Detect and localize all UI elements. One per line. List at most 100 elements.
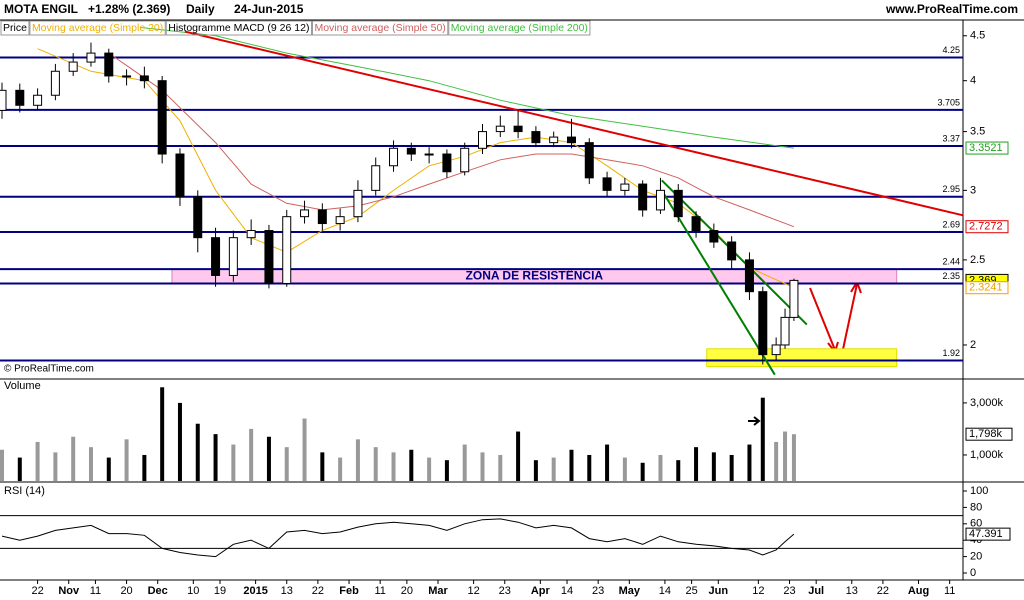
candle-body: [478, 131, 487, 149]
x-tick-label: 19: [214, 585, 226, 597]
value-box: [965, 281, 1009, 295]
x-tick-label: 20: [120, 585, 132, 597]
candle-body: [789, 279, 799, 318]
value-label: 47.391: [969, 528, 1003, 540]
x-tick-label: 14: [659, 585, 671, 597]
volume-bar: [498, 454, 503, 481]
volume-bar: [569, 449, 574, 481]
volume-bar: [783, 431, 788, 481]
candle-body: [68, 61, 78, 72]
legend-box: [0, 20, 30, 36]
candle-body: [549, 136, 559, 144]
legend-box: [311, 20, 449, 36]
level-label: 1.92: [942, 348, 960, 358]
candle-body: [758, 291, 768, 356]
volume-bar: [320, 452, 325, 481]
candle-body: [442, 153, 452, 173]
change: +1.28% (2.369): [88, 2, 170, 16]
value-box: [965, 427, 1013, 441]
candle-body: [727, 241, 737, 261]
candle-body: [495, 125, 505, 133]
y-tick-label: 3.5: [970, 125, 985, 137]
x-tick-label: Jul: [808, 585, 824, 597]
candle-body: [175, 153, 185, 198]
y-tick-label: 1,000k: [970, 449, 1004, 461]
copyright: © ProRealTime.com: [4, 364, 94, 375]
legend-box: [29, 20, 166, 36]
candle-body: [246, 230, 256, 239]
x-tick-label: Apr: [531, 585, 551, 597]
x-tick-label: Mar: [428, 585, 448, 597]
candle-body: [780, 316, 790, 346]
x-tick-label: 22: [312, 585, 324, 597]
volume-bar: [694, 447, 699, 481]
date: 24-Jun-2015: [234, 2, 304, 16]
candle-body: [513, 125, 523, 133]
volume-bar: [480, 452, 485, 481]
volume-bar: [791, 434, 796, 481]
candle-body: [371, 165, 381, 191]
x-tick-label: 22: [31, 585, 43, 597]
volume-bar: [516, 431, 521, 481]
candle-body: [300, 209, 310, 218]
x-tick-label: 13: [846, 585, 858, 597]
volume-bar: [195, 423, 200, 481]
x-tick-label: 22: [877, 585, 889, 597]
value-label: 1,798k: [969, 428, 1003, 440]
volume-bar: [551, 457, 556, 481]
candle-body: [673, 189, 683, 218]
x-tick-label: 25: [685, 585, 697, 597]
value-label: 2.3241: [969, 282, 1003, 294]
site: www.ProRealTime.com: [885, 2, 1018, 16]
legend-entry: Moving average (Simple 20): [32, 22, 163, 34]
x-tick-label: Jun: [709, 585, 729, 597]
volume-bar: [338, 457, 343, 481]
frame: [0, 19, 1024, 581]
volume-bar: [676, 460, 681, 481]
legend-entry: Histogramme MACD (9 26 12): [168, 22, 309, 34]
trendline: [660, 189, 776, 376]
volume-bar: [444, 460, 449, 481]
candle-body: [33, 94, 43, 106]
candle-body: [228, 237, 238, 276]
volume-bar: [729, 454, 734, 481]
candle-body: [15, 89, 25, 106]
volume-bar: [747, 444, 752, 481]
volume-bar: [462, 444, 467, 481]
x-tick-label: 14: [561, 585, 573, 597]
value-label: 3.3521: [969, 142, 1003, 154]
candle-body: [460, 147, 470, 173]
level-label: 2.69: [942, 219, 960, 229]
candle-body: [744, 259, 754, 293]
volume-bar: [373, 447, 378, 481]
volume-bar: [605, 444, 610, 481]
x-tick-label: 12: [467, 585, 479, 597]
x-tick-label: 23: [499, 585, 511, 597]
volume-bar: [622, 457, 627, 481]
y-tick-label: 4.5: [970, 30, 985, 42]
panel-title: Volume: [4, 380, 41, 392]
x-tick-label: 2015: [243, 585, 267, 597]
candle-body: [139, 75, 149, 82]
volume-bar: [88, 447, 93, 481]
level-label: 2.44: [942, 257, 960, 267]
candle-body: [771, 344, 781, 356]
legend-entry: Moving average (Simple 50): [314, 22, 445, 34]
moving-average: [139, 26, 794, 149]
value-box: [965, 141, 1009, 155]
volume-bar: [391, 452, 396, 481]
x-tick-label: 11: [944, 585, 955, 597]
y-tick-label: 0: [970, 567, 976, 579]
level-label: 3.705: [937, 97, 960, 107]
level-label: 3.37: [942, 133, 960, 143]
y-tick-label: 60: [970, 518, 982, 530]
legend-box: [165, 20, 312, 36]
volume-bar: [0, 449, 4, 481]
volume-bar: [160, 387, 165, 481]
value-box: [965, 527, 1011, 541]
volume-bar: [213, 434, 218, 481]
volume-bar: [640, 462, 645, 481]
legend-entry: Moving average (Simple 200): [451, 22, 588, 34]
level-label: 2.35: [942, 271, 960, 281]
x-tick-label: Nov: [58, 585, 80, 597]
